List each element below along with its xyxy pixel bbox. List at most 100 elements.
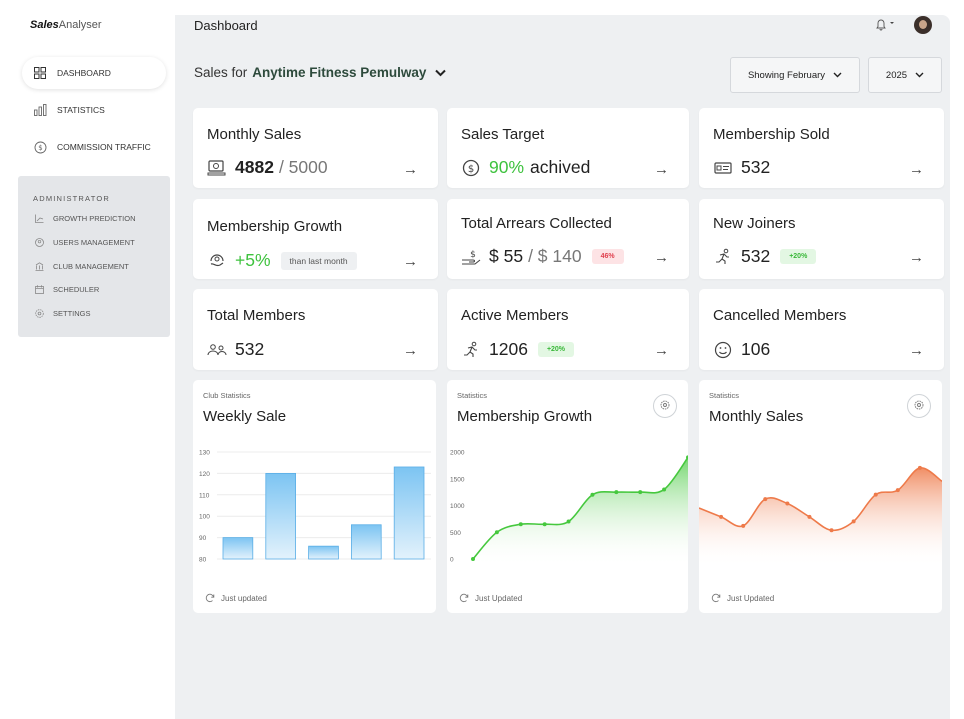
data-point — [719, 514, 724, 519]
monthly-sales-card[interactable]: Monthly Sales 4882 / 5000 → — [193, 108, 438, 188]
building-icon — [34, 261, 44, 271]
data-point — [471, 557, 475, 561]
arrears-card[interactable]: Total Arrears Collected $ $ 55 / $ 140 4… — [447, 199, 689, 279]
sidebar: SalesAnalyser DASHBOARD STATISTICS $ COM… — [0, 0, 175, 719]
notification-bell-icon[interactable] — [875, 18, 895, 32]
growth-hand-icon — [207, 252, 227, 270]
y-tick-label: 0 — [450, 557, 454, 564]
user-avatar[interactable] — [914, 16, 932, 34]
arrow-right-icon[interactable]: → — [909, 342, 924, 359]
admin-item-settings[interactable]: SETTINGS — [34, 308, 91, 318]
data-point — [763, 497, 768, 502]
weekly-sale-chart-card: Club Statistics Weekly Sale 130 120 110 100… — [193, 380, 436, 613]
data-point — [638, 490, 643, 495]
sidebar-item-dashboard[interactable]: DASHBOARD — [22, 57, 166, 89]
bar — [350, 524, 382, 560]
arrow-right-icon[interactable]: → — [403, 253, 418, 270]
refresh-icon — [205, 593, 215, 603]
dollar-circle-icon: $ — [461, 159, 481, 177]
chevron-down-icon — [435, 65, 447, 80]
refresh-icon — [711, 593, 721, 603]
svg-text:$: $ — [470, 250, 476, 260]
chart-settings-button[interactable] — [653, 394, 677, 418]
data-point — [873, 492, 878, 497]
club-name: Anytime Fitness Pemulway — [252, 65, 427, 80]
data-point — [566, 519, 571, 524]
sidebar-item-label: STATISTICS — [57, 105, 105, 115]
membership-growth-chart-card: Statistics Membership Growth 2000 1500 100… — [447, 380, 688, 613]
users-icon — [207, 341, 227, 359]
area-fill — [473, 457, 688, 567]
admin-item-growth-prediction[interactable]: GROWTH PREDICTION — [34, 213, 136, 223]
y-tick-label: 1000 — [450, 503, 465, 510]
arrow-right-icon[interactable]: → — [909, 249, 924, 266]
y-tick-label: 130 — [199, 450, 210, 457]
y-tick-label: 110 — [199, 492, 210, 499]
y-tick-label: 1500 — [450, 476, 465, 483]
grid-icon — [33, 66, 47, 80]
user-circle-icon — [34, 237, 44, 247]
data-point — [851, 519, 856, 524]
data-point — [494, 530, 499, 535]
growth-badge: +20% — [780, 249, 817, 264]
arrow-right-icon[interactable]: → — [403, 342, 418, 359]
bar — [308, 545, 339, 560]
data-point — [741, 523, 746, 528]
arrow-right-icon[interactable]: → — [403, 161, 418, 178]
money-hand-icon: $ — [461, 248, 481, 266]
admin-item-users-management[interactable]: USERS MANAGEMENT — [34, 237, 135, 247]
sidebar-item-commission-traffic[interactable]: $ COMMISSION TRAFFIC — [22, 131, 166, 163]
new-joiners-card[interactable]: New Joiners 532 +20% → — [699, 199, 944, 279]
month-dropdown[interactable]: Showing February — [730, 57, 860, 93]
arrow-right-icon[interactable]: → — [654, 342, 669, 359]
sales-target-card[interactable]: Sales Target $ 90% achived → — [447, 108, 689, 188]
admin-menu: ADMINISTRATOR GROWTH PREDICTION USERS MA… — [18, 176, 170, 337]
bar — [393, 466, 425, 560]
chevron-down-icon — [833, 70, 842, 81]
arrow-right-icon[interactable]: → — [909, 161, 924, 178]
data-point — [785, 501, 790, 506]
main-content: Dashboard Sales for Anytime Fitness Pemu… — [175, 15, 950, 719]
growth-badge: +20% — [537, 342, 575, 357]
runner-icon — [713, 248, 733, 266]
arrow-right-icon[interactable]: → — [654, 249, 669, 266]
data-point — [686, 455, 688, 460]
data-point — [917, 465, 922, 470]
sidebar-item-label: COMMISSION TRAFFIC — [57, 142, 151, 152]
series-line — [472, 456, 688, 560]
data-point — [518, 522, 523, 527]
data-point — [829, 528, 834, 533]
chevron-down-icon — [915, 70, 924, 81]
bar — [222, 537, 254, 560]
admin-item-club-management[interactable]: CLUB MANAGEMENT — [34, 261, 129, 271]
sidebar-item-label: DASHBOARD — [57, 68, 111, 78]
monthly-sales-chart — [699, 465, 942, 567]
runner-icon — [461, 341, 481, 359]
cancelled-members-card[interactable]: Cancelled Members 106 → — [699, 289, 944, 370]
y-tick-label: 120 — [199, 471, 210, 478]
trend-icon — [34, 213, 44, 223]
club-selector[interactable]: Sales for Anytime Fitness Pemulway — [194, 65, 447, 80]
top-bar: Dashboard — [175, 15, 950, 41]
membership-growth-chart: 2000 1500 1000 500 0 — [450, 450, 688, 567]
chart-title: Weekly Sale — [203, 408, 287, 425]
arrow-right-icon[interactable]: → — [654, 161, 669, 178]
admin-title: ADMINISTRATOR — [33, 194, 110, 203]
bar-chart-icon — [33, 103, 47, 117]
y-tick-label: 2000 — [450, 450, 465, 457]
chart-settings-button[interactable] — [907, 394, 931, 418]
id-card-icon — [713, 159, 733, 177]
chart-title: Membership Growth — [457, 408, 593, 425]
y-tick-label: 90 — [199, 535, 207, 542]
year-dropdown[interactable]: 2025 — [868, 57, 942, 93]
y-tick-label: 100 — [199, 514, 210, 521]
weekly-sale-chart: 130 120 110 100 90 80 — [199, 450, 431, 564]
active-members-card[interactable]: Active Members 1206 +20% → — [447, 289, 689, 370]
admin-item-scheduler[interactable]: SCHEDULER — [34, 284, 99, 294]
sidebar-item-statistics[interactable]: STATISTICS — [22, 94, 166, 126]
membership-growth-card[interactable]: Membership Growth +5% than last month → — [193, 199, 438, 279]
total-members-card[interactable]: Total Members 532 → — [193, 289, 438, 370]
y-tick-label: 80 — [199, 557, 207, 564]
membership-sold-card[interactable]: Membership Sold 532 → — [699, 108, 944, 188]
app-logo[interactable]: SalesAnalyser — [30, 19, 102, 31]
